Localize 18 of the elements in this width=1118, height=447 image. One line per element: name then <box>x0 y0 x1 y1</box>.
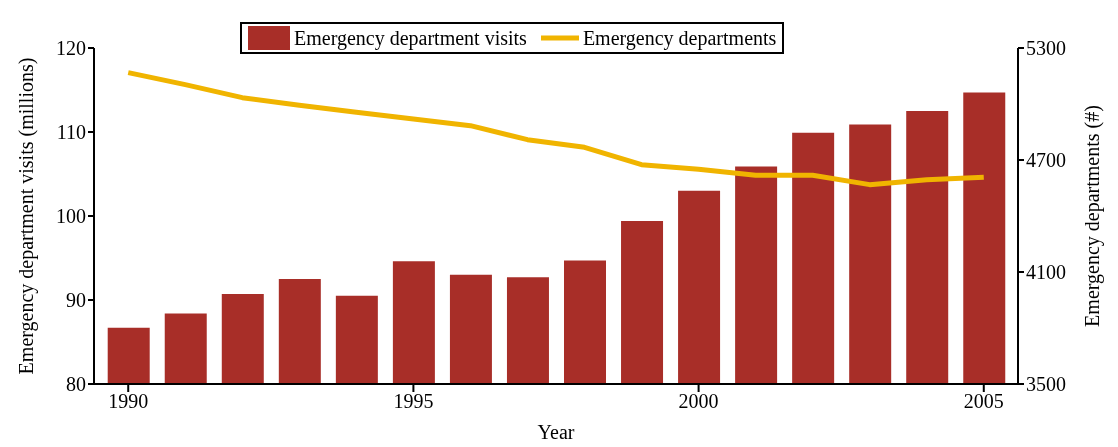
legend-label: Emergency departments <box>582 26 777 50</box>
y2-axis-title: Emergency departments (#) <box>1081 105 1105 327</box>
y-tick-label: 110 <box>56 121 86 144</box>
x-tick-label: 1995 <box>393 390 434 413</box>
x-axis-title: Year <box>537 421 575 443</box>
y2-tick-label: 4100 <box>1026 261 1066 284</box>
x-tick-label: 1990 <box>108 390 149 413</box>
y-tick-label: 100 <box>56 205 86 228</box>
y-tick-label: 80 <box>66 373 86 396</box>
y-axis-title: Emergency department visits (millions) <box>15 57 39 375</box>
y-tick-label: 90 <box>66 289 86 312</box>
y-tick-label: 120 <box>56 37 86 60</box>
legend-label: Emergency department visits <box>294 26 527 50</box>
y2-tick-label: 5300 <box>1026 37 1066 60</box>
x-tick-label: 2005 <box>963 390 1004 413</box>
y2-tick-label: 3500 <box>1026 373 1066 396</box>
x-tick-label: 2000 <box>678 390 719 413</box>
y2-tick-label: 4700 <box>1026 149 1066 172</box>
